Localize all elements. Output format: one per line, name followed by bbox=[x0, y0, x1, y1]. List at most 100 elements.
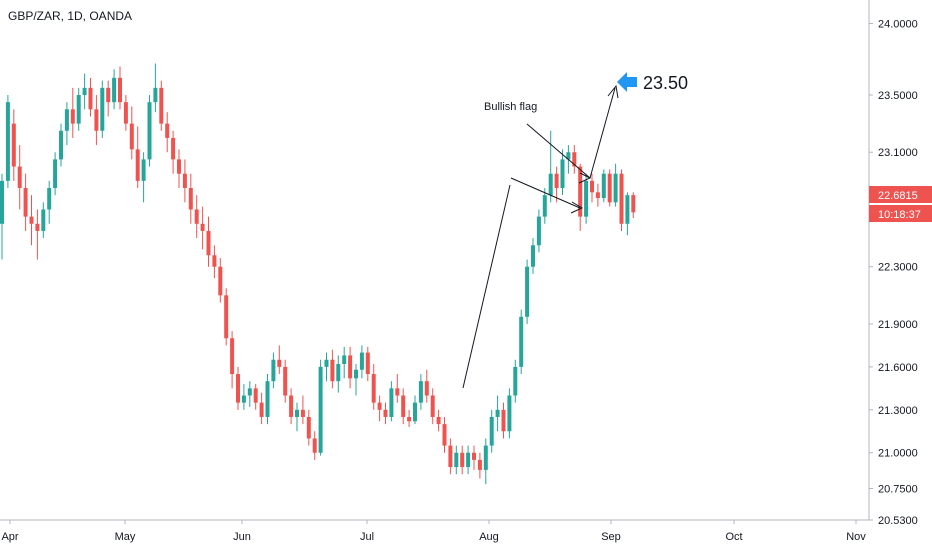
candle[interactable] bbox=[371, 364, 376, 410]
candle[interactable] bbox=[495, 395, 500, 432]
candle[interactable] bbox=[236, 366, 240, 410]
candle[interactable] bbox=[377, 395, 382, 422]
candle[interactable] bbox=[70, 87, 75, 138]
candle[interactable] bbox=[407, 409, 412, 427]
candle[interactable] bbox=[619, 169, 624, 231]
candle[interactable] bbox=[306, 409, 311, 446]
candle[interactable] bbox=[141, 152, 146, 203]
candle[interactable] bbox=[165, 112, 170, 153]
candle[interactable] bbox=[424, 369, 429, 403]
candle[interactable] bbox=[584, 173, 589, 224]
candle[interactable] bbox=[35, 209, 40, 260]
candle[interactable] bbox=[230, 331, 235, 389]
candle[interactable] bbox=[466, 445, 471, 475]
candle[interactable] bbox=[106, 80, 111, 117]
candle[interactable] bbox=[513, 359, 518, 403]
candle[interactable] bbox=[41, 202, 46, 239]
flag-upper-line[interactable] bbox=[526, 123, 591, 179]
candle[interactable] bbox=[519, 309, 524, 375]
candle[interactable] bbox=[94, 94, 99, 146]
candle[interactable] bbox=[318, 359, 323, 456]
flag-lower-line[interactable] bbox=[510, 177, 581, 209]
candle[interactable] bbox=[159, 80, 164, 131]
candle[interactable] bbox=[123, 94, 128, 131]
candle[interactable] bbox=[595, 183, 600, 207]
candle[interactable] bbox=[200, 206, 205, 250]
candle[interactable] bbox=[259, 392, 264, 425]
candle[interactable] bbox=[483, 438, 488, 485]
candle[interactable] bbox=[501, 402, 506, 439]
candle[interactable] bbox=[430, 388, 435, 425]
candle[interactable] bbox=[336, 355, 341, 393]
candle[interactable] bbox=[177, 149, 181, 189]
candle[interactable] bbox=[330, 349, 335, 389]
candle[interactable] bbox=[265, 374, 270, 425]
candle[interactable] bbox=[194, 195, 199, 239]
candle[interactable] bbox=[507, 388, 512, 439]
candle[interactable] bbox=[477, 452, 482, 479]
candle[interactable] bbox=[218, 258, 223, 303]
candle[interactable] bbox=[389, 381, 394, 422]
candle[interactable] bbox=[5, 94, 10, 189]
candle[interactable] bbox=[395, 374, 400, 403]
candle[interactable] bbox=[536, 209, 541, 253]
candle[interactable] bbox=[129, 106, 134, 160]
candle[interactable] bbox=[29, 195, 34, 246]
candle[interactable] bbox=[76, 87, 81, 131]
candle[interactable] bbox=[460, 445, 465, 475]
candle[interactable] bbox=[295, 402, 299, 432]
candle[interactable] bbox=[17, 145, 22, 210]
candle[interactable] bbox=[188, 173, 193, 224]
candle[interactable] bbox=[64, 102, 69, 146]
candle[interactable] bbox=[418, 374, 423, 410]
candle[interactable] bbox=[572, 145, 577, 174]
time-axis[interactable]: Apr May Jun Jul Aug Sep Oct Nov bbox=[0, 519, 869, 543]
candle[interactable] bbox=[601, 169, 606, 203]
candle[interactable] bbox=[548, 130, 553, 203]
candle[interactable] bbox=[472, 445, 476, 470]
candle[interactable] bbox=[147, 94, 152, 167]
candle[interactable] bbox=[182, 159, 187, 203]
candle[interactable] bbox=[59, 123, 63, 167]
candle[interactable] bbox=[271, 352, 276, 389]
candle[interactable] bbox=[342, 346, 347, 379]
candle[interactable] bbox=[359, 345, 364, 379]
candle[interactable] bbox=[300, 395, 305, 425]
candle[interactable] bbox=[112, 69, 117, 110]
projection-line[interactable] bbox=[589, 87, 616, 179]
candle[interactable] bbox=[100, 80, 105, 138]
candle[interactable] bbox=[212, 245, 217, 279]
candle[interactable] bbox=[88, 77, 93, 117]
candle[interactable] bbox=[277, 345, 282, 375]
candle[interactable] bbox=[607, 169, 612, 207]
price-axis[interactable]: 24.0000 23.5000 23.1000 22.3000 21.9000 21.60… bbox=[868, 0, 918, 527]
candle[interactable] bbox=[348, 346, 353, 389]
candle[interactable] bbox=[206, 216, 211, 267]
candle[interactable] bbox=[171, 130, 176, 174]
candle[interactable] bbox=[224, 288, 229, 346]
candle[interactable] bbox=[289, 388, 294, 425]
candle[interactable] bbox=[590, 173, 594, 203]
candle[interactable] bbox=[631, 192, 636, 219]
candle[interactable] bbox=[489, 409, 494, 453]
candle[interactable] bbox=[365, 346, 370, 382]
candle[interactable] bbox=[413, 395, 417, 425]
candle[interactable] bbox=[247, 381, 252, 407]
candle[interactable] bbox=[625, 192, 630, 236]
candle[interactable] bbox=[11, 109, 16, 181]
candle[interactable] bbox=[82, 73, 87, 110]
candle[interactable] bbox=[442, 416, 447, 453]
candle[interactable] bbox=[47, 180, 52, 224]
candle[interactable] bbox=[253, 384, 258, 410]
candle[interactable] bbox=[436, 409, 441, 432]
candle[interactable] bbox=[383, 402, 388, 425]
candle[interactable] bbox=[554, 166, 559, 203]
candle[interactable] bbox=[354, 364, 358, 396]
candle[interactable] bbox=[578, 163, 583, 231]
candle[interactable] bbox=[454, 445, 459, 475]
candle[interactable] bbox=[0, 173, 4, 260]
candle[interactable] bbox=[53, 152, 58, 196]
candle[interactable] bbox=[153, 63, 158, 113]
candle[interactable] bbox=[613, 163, 618, 207]
